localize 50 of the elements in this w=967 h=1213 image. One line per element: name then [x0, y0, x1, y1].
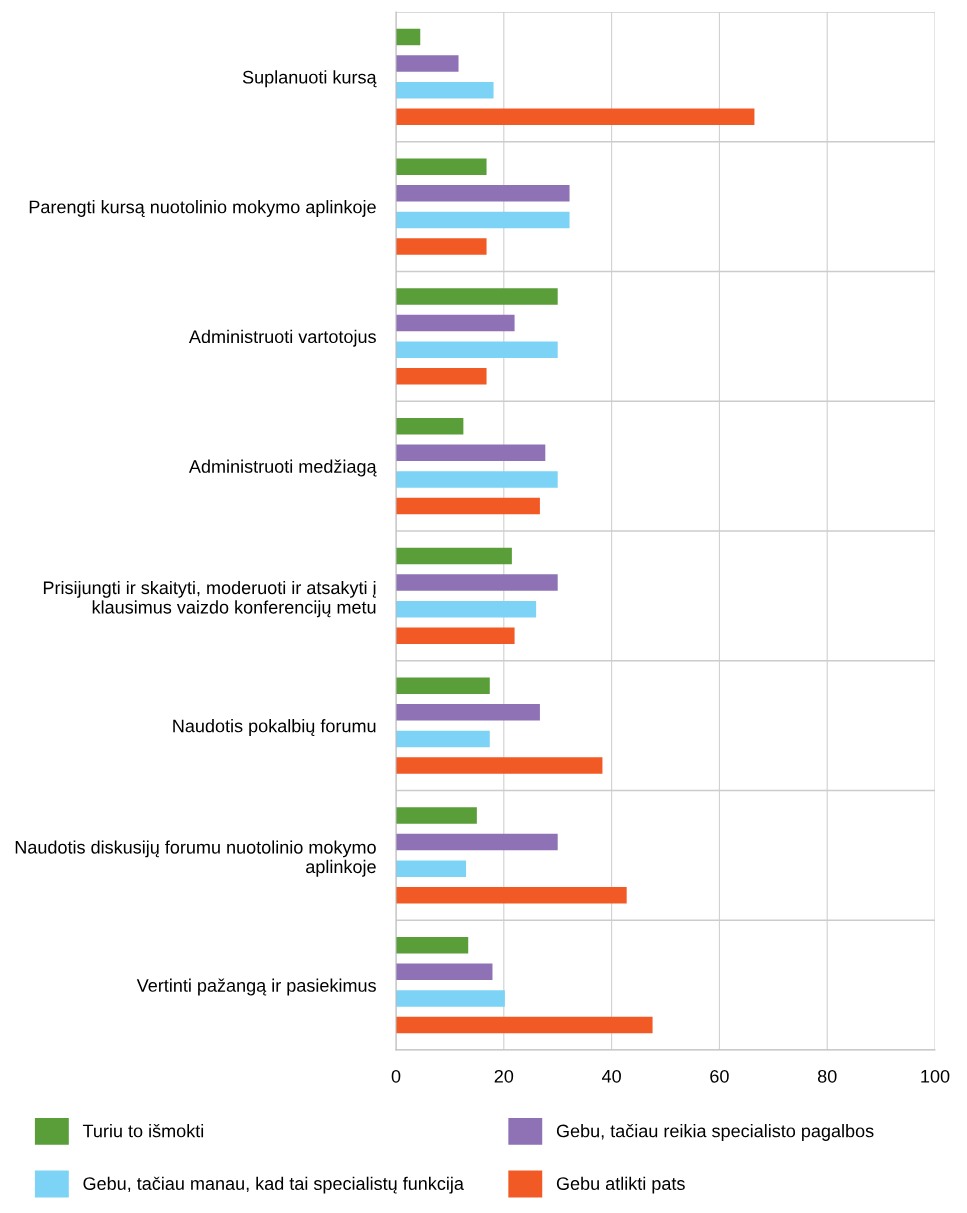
y-tick-label: Administruoti medžiagą [188, 459, 377, 477]
bar [396, 314, 515, 332]
bar [396, 341, 558, 358]
bar [396, 81, 494, 99]
y-tick-label: Naudotis diskusijų forumu nuotolinio mokymo aplinkoje [15, 840, 376, 877]
bar [396, 963, 493, 981]
bar [396, 704, 540, 721]
legend-label: Turiu to išmokti [82, 1124, 204, 1138]
bar [396, 158, 487, 175]
bar [396, 444, 546, 462]
bar [396, 677, 490, 694]
bar [396, 730, 490, 748]
legend-label: Gebu, tačiau reikia specialisto pagalbos [556, 1124, 874, 1141]
bar [396, 860, 467, 877]
x-tick-label: 20 [494, 1069, 514, 1083]
bar [396, 368, 487, 385]
x-tick-label: 60 [710, 1069, 729, 1083]
bar [396, 417, 464, 435]
y-tick-label: Naudotis pokalbių forumu [173, 719, 376, 736]
bar [396, 757, 603, 774]
bar [396, 55, 459, 72]
legend-label: Gebu atlikti pats [556, 1176, 685, 1194]
y-tick-label: Suplanuoti kursą [242, 70, 377, 88]
bar [396, 833, 558, 851]
x-tick-label: 0 [391, 1069, 401, 1083]
bar [396, 547, 512, 565]
y-tick-label: Prisijungti ir skaityti, moderuoti ir atsakyti į klausimus vaizdo konferencijų metu [43, 580, 376, 618]
bar [396, 627, 515, 645]
bar [396, 185, 570, 202]
bar [396, 471, 558, 488]
bar [396, 990, 505, 1007]
bar [396, 28, 421, 46]
bar [396, 807, 477, 824]
bar [396, 887, 627, 904]
bar [396, 1016, 653, 1034]
legend-label: Gebu, tačiau manau, kad tai specialistų funkcija [83, 1176, 464, 1194]
y-tick-label: Administruoti vartotojus [188, 329, 376, 347]
bar [396, 600, 537, 618]
x-tick-label: 40 [601, 1069, 621, 1083]
bar [396, 238, 487, 255]
y-tick-label: Vertinti pažangą ir pasiekimus [136, 978, 376, 996]
x-tick-label: 100 [921, 1069, 950, 1083]
bar [396, 574, 558, 591]
y-tick-label: Parengti kursą nuotolinio mokymo aplinkoje [29, 200, 376, 217]
x-tick-label: 80 [817, 1069, 837, 1083]
bar [396, 288, 558, 305]
bar [396, 497, 540, 515]
bar [396, 936, 469, 954]
bar [396, 108, 755, 126]
bar [396, 211, 570, 229]
